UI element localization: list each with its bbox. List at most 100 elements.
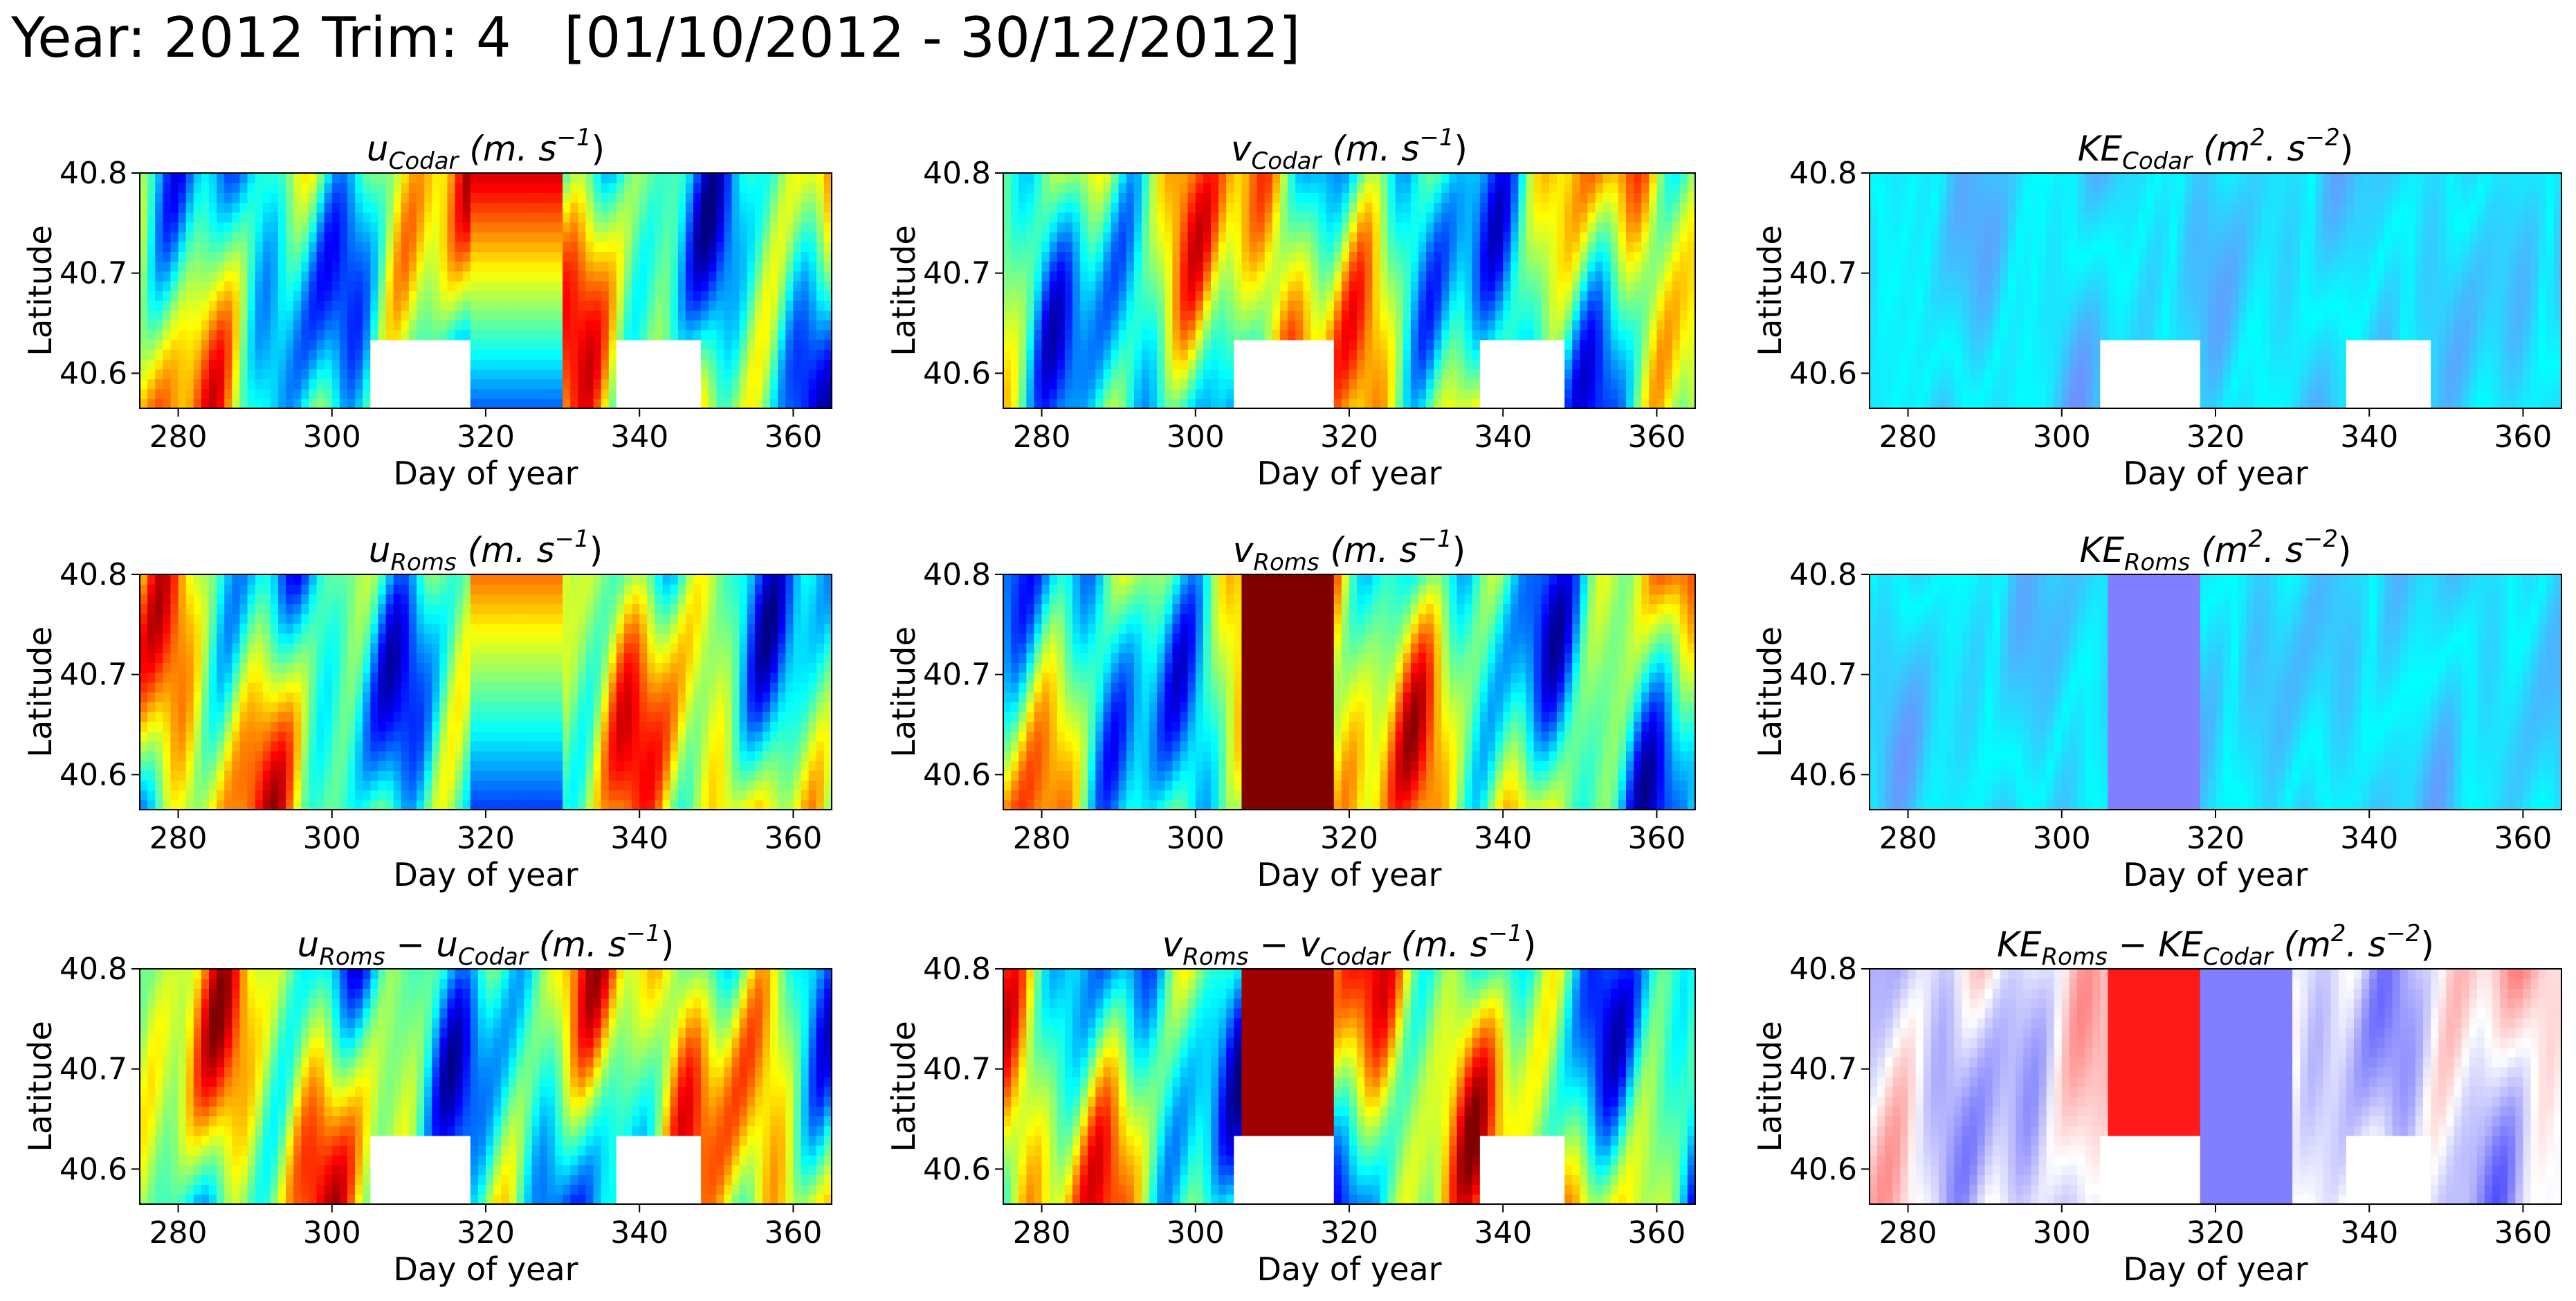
heatmap-cell [1665, 242, 1673, 252]
heatmap-cell [255, 183, 264, 193]
heatmap-cell [540, 242, 548, 252]
heatmap-cell [439, 330, 448, 340]
heatmap-cell [1257, 271, 1266, 282]
heatmap-cell [1985, 399, 1993, 409]
heatmap-cell [478, 173, 486, 183]
heatmap-cell [1234, 251, 1242, 262]
heatmap-cell [655, 212, 663, 223]
heatmap-cell [432, 212, 440, 223]
heatmap-cell [716, 291, 724, 301]
heatmap-cell [1211, 232, 1219, 242]
heatmap-cell [1196, 232, 1204, 242]
heatmap-cell [1580, 192, 1588, 203]
heatmap-cell [1916, 192, 1924, 203]
heatmap-cell [1050, 242, 1058, 252]
heatmap-cell [1334, 379, 1342, 390]
heatmap-cell [1877, 340, 1885, 350]
heatmap-cell [1250, 192, 1258, 203]
heatmap-cell [1080, 192, 1088, 203]
heatmap-cell [1877, 349, 1885, 360]
heatmap-cell [2023, 340, 2031, 350]
heatmap-cell [1111, 330, 1120, 340]
heatmap-cell [1003, 291, 1012, 301]
heatmap-cell [217, 310, 225, 320]
heatmap-cell [1457, 173, 1465, 183]
heatmap-cell [1411, 300, 1419, 311]
heatmap-cell [1680, 271, 1688, 282]
heatmap-cell [347, 340, 356, 350]
heatmap-cell [478, 262, 486, 272]
heatmap-cell [471, 203, 479, 213]
heatmap-cell [2008, 251, 2016, 262]
heatmap-cell [1218, 281, 1227, 291]
heatmap-cell [486, 222, 494, 233]
heatmap-cell [1649, 291, 1657, 301]
heatmap-cell [255, 192, 264, 203]
heatmap-cell [1892, 222, 1901, 233]
heatmap-cell [647, 222, 655, 233]
heatmap-cell [1908, 173, 1917, 183]
heatmap-cell [1218, 349, 1227, 360]
heatmap-cell [1034, 281, 1042, 291]
heatmap-cell [1426, 349, 1434, 360]
heatmap-cell [378, 183, 386, 193]
heatmap-cell [1892, 271, 1901, 282]
heatmap-cell [601, 399, 610, 409]
heatmap-cell [370, 203, 378, 213]
heatmap-cell [1149, 173, 1158, 183]
heatmap-cell [1372, 359, 1380, 370]
heatmap-cell [1672, 389, 1681, 399]
heatmap-cell [217, 183, 225, 193]
heatmap-cell [755, 203, 763, 213]
heatmap-cell [1119, 359, 1127, 370]
heatmap-cell [1072, 262, 1081, 272]
heatmap-cell [1364, 379, 1373, 390]
heatmap-cell [1218, 173, 1227, 183]
heatmap-cell [263, 232, 271, 242]
heatmap-cell [609, 183, 617, 193]
heatmap-cell [793, 340, 801, 350]
heatmap-cell [755, 242, 763, 252]
heatmap-cell [1364, 330, 1373, 340]
heatmap-cell [301, 379, 309, 390]
heatmap-cell [1977, 281, 1986, 291]
heatmap-cell [1985, 203, 1993, 213]
heatmap-cell [516, 271, 524, 282]
heatmap-cell [486, 232, 494, 242]
heatmap-cell [1634, 251, 1642, 262]
heatmap-cell [455, 222, 464, 233]
heatmap-cell [340, 379, 348, 390]
heatmap-cell [224, 203, 232, 213]
heatmap-cell [1111, 340, 1120, 350]
heatmap-cell [1157, 399, 1165, 409]
heatmap-cell [701, 399, 709, 409]
heatmap-cell [1680, 379, 1688, 390]
heatmap-cell [1488, 232, 1496, 242]
heatmap-cell [1465, 389, 1473, 399]
heatmap-cell [724, 173, 732, 183]
heatmap-cell [1916, 173, 1924, 183]
heatmap-cell [1611, 203, 1619, 213]
heatmap-cell [785, 359, 794, 370]
heatmap-cell [1411, 340, 1419, 350]
heatmap-cell [325, 340, 333, 350]
heatmap-cell [585, 340, 594, 350]
heatmap-cell [1403, 271, 1412, 282]
heatmap-cell [217, 262, 225, 272]
heatmap-cell [609, 203, 617, 213]
heatmap-cell [1962, 212, 1970, 223]
heatmap-cell [1618, 183, 1627, 193]
heatmap-cell [1656, 242, 1665, 252]
heatmap-cell [1111, 183, 1120, 193]
heatmap-cell [1126, 320, 1135, 331]
heatmap-cell [201, 330, 210, 340]
heatmap-cell [1457, 192, 1465, 203]
heatmap-cell [1603, 251, 1611, 262]
heatmap-cell [555, 330, 563, 340]
heatmap-cell [1188, 379, 1196, 390]
heatmap-cell [639, 203, 648, 213]
heatmap-cell [547, 222, 556, 233]
heatmap-cell [1916, 359, 1924, 370]
heatmap-cell [1119, 271, 1127, 282]
heatmap-cell [1557, 232, 1565, 242]
